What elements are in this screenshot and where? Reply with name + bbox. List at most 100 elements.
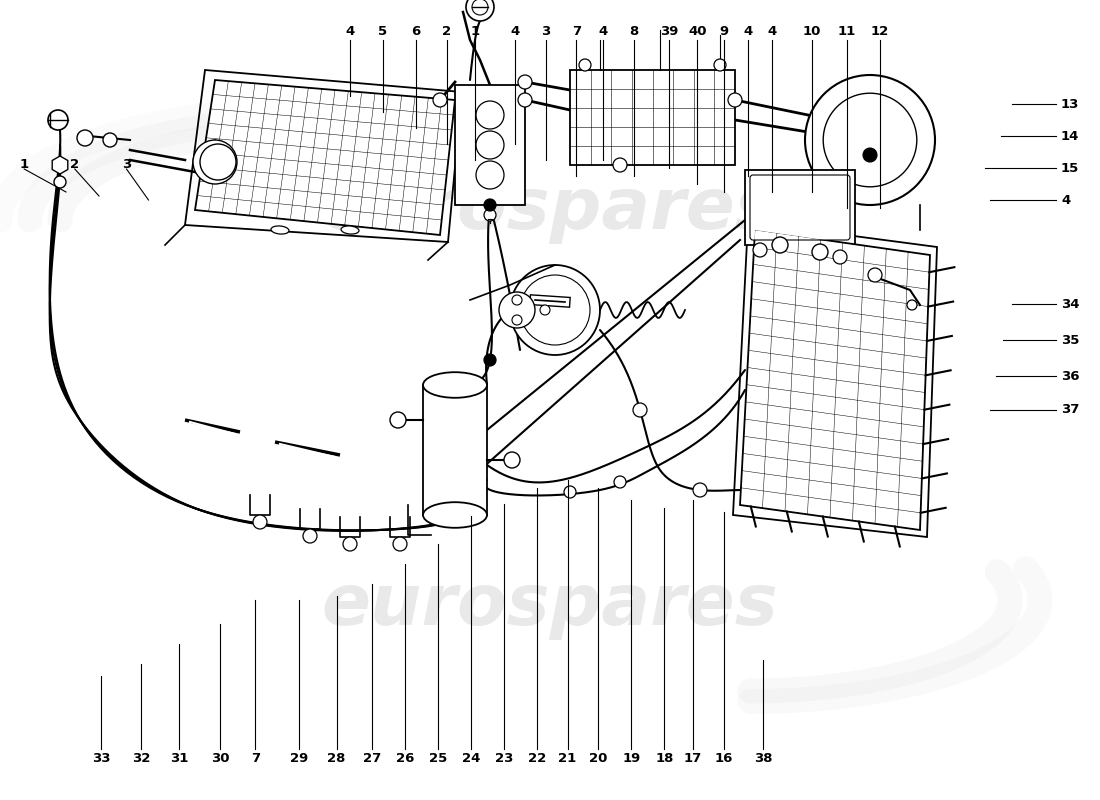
Text: 25: 25 (429, 752, 447, 765)
Circle shape (693, 483, 707, 497)
Circle shape (823, 94, 916, 186)
Text: 13: 13 (1062, 98, 1079, 110)
Polygon shape (195, 80, 455, 235)
Circle shape (833, 250, 847, 264)
Text: 38: 38 (755, 752, 772, 765)
Text: 15: 15 (1062, 162, 1079, 174)
Text: 16: 16 (715, 752, 733, 765)
Text: 23: 23 (495, 752, 513, 765)
Text: 19: 19 (623, 752, 640, 765)
Text: 33: 33 (92, 752, 110, 765)
Circle shape (302, 529, 317, 543)
Text: 2: 2 (442, 26, 451, 38)
Text: 7: 7 (572, 26, 581, 38)
Circle shape (864, 148, 877, 162)
Circle shape (200, 144, 236, 180)
Ellipse shape (424, 372, 487, 398)
Polygon shape (740, 230, 930, 530)
Text: 7: 7 (251, 752, 260, 765)
Text: 30: 30 (211, 752, 229, 765)
Circle shape (484, 354, 496, 366)
Circle shape (812, 244, 828, 260)
Circle shape (518, 93, 532, 107)
Text: eurospares: eurospares (321, 570, 779, 639)
Circle shape (343, 537, 358, 551)
Bar (424, 385, 487, 515)
Circle shape (614, 476, 626, 488)
Circle shape (192, 140, 236, 184)
Text: 12: 12 (871, 26, 889, 38)
Text: 39: 39 (660, 26, 678, 38)
Circle shape (564, 486, 576, 498)
Circle shape (540, 305, 550, 315)
Circle shape (472, 0, 488, 15)
Ellipse shape (271, 226, 289, 234)
Circle shape (504, 452, 520, 468)
Circle shape (908, 300, 917, 310)
Circle shape (728, 93, 743, 107)
Text: 31: 31 (170, 752, 188, 765)
Text: 20: 20 (590, 752, 607, 765)
Text: 24: 24 (462, 752, 480, 765)
Text: 3: 3 (122, 158, 131, 170)
Circle shape (476, 101, 504, 129)
Circle shape (772, 237, 788, 253)
Circle shape (520, 275, 590, 345)
Circle shape (512, 315, 522, 325)
Text: 21: 21 (559, 752, 576, 765)
Circle shape (754, 243, 767, 257)
Text: 34: 34 (1062, 298, 1079, 310)
Circle shape (512, 295, 522, 305)
Circle shape (48, 110, 68, 130)
Circle shape (484, 209, 496, 221)
Text: 29: 29 (290, 752, 308, 765)
Text: 5: 5 (378, 26, 387, 38)
Ellipse shape (341, 226, 359, 234)
Circle shape (77, 130, 94, 146)
Text: 4: 4 (768, 26, 777, 38)
Text: 1: 1 (20, 158, 29, 170)
Text: 4: 4 (598, 26, 607, 38)
Circle shape (433, 93, 447, 107)
Circle shape (632, 403, 647, 417)
Circle shape (476, 131, 504, 159)
Circle shape (579, 59, 591, 71)
Circle shape (613, 158, 627, 172)
Circle shape (805, 75, 935, 205)
Text: 9: 9 (719, 26, 728, 38)
Text: 35: 35 (1062, 334, 1079, 346)
Circle shape (518, 75, 532, 89)
Bar (570, 70, 735, 165)
Bar (455, 85, 525, 205)
Text: 4: 4 (1062, 194, 1070, 206)
Text: 28: 28 (328, 752, 345, 765)
Circle shape (499, 292, 535, 328)
Text: 32: 32 (132, 752, 150, 765)
Text: 11: 11 (838, 26, 856, 38)
Circle shape (466, 0, 494, 21)
Circle shape (54, 176, 66, 188)
Ellipse shape (424, 502, 487, 528)
Text: 37: 37 (1062, 403, 1079, 416)
Text: eurospares: eurospares (321, 175, 779, 245)
Text: 27: 27 (363, 752, 381, 765)
Text: 10: 10 (803, 26, 821, 38)
Circle shape (390, 412, 406, 428)
Circle shape (103, 133, 117, 147)
Text: 26: 26 (396, 752, 414, 765)
Circle shape (253, 515, 267, 529)
Text: 40: 40 (689, 26, 706, 38)
Circle shape (510, 265, 600, 355)
Circle shape (714, 59, 726, 71)
Circle shape (868, 268, 882, 282)
Text: 1: 1 (471, 26, 480, 38)
Text: 22: 22 (528, 752, 546, 765)
Circle shape (484, 199, 496, 211)
Circle shape (393, 537, 407, 551)
Text: 4: 4 (744, 26, 752, 38)
FancyBboxPatch shape (750, 175, 850, 240)
Text: 36: 36 (1062, 370, 1079, 382)
Text: 17: 17 (684, 752, 702, 765)
Text: 2: 2 (70, 158, 79, 170)
Text: 14: 14 (1062, 130, 1079, 142)
